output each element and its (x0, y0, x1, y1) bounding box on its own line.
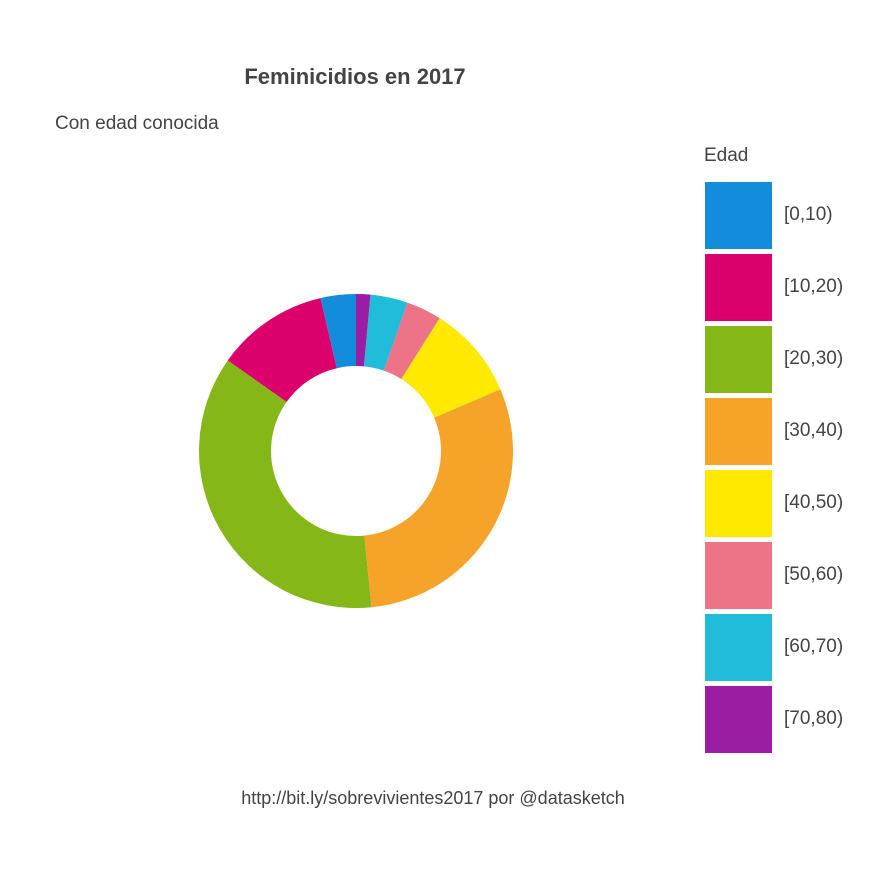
legend-swatch (705, 326, 772, 393)
legend-swatch (705, 398, 772, 465)
donut-slice (227, 298, 337, 403)
donut-slice (320, 294, 356, 369)
donut-slice (364, 389, 513, 608)
legend-swatch (705, 182, 772, 249)
donut-slice (401, 318, 501, 418)
chart-title: Feminicidios en 2017 (244, 64, 466, 89)
legend-label: [70,80) (784, 708, 844, 729)
legend-swatch (705, 614, 772, 681)
legend-item: [0,10) (705, 182, 885, 249)
legend-item: [70,80) (705, 686, 885, 753)
legend-item: [20,30) (705, 326, 885, 393)
legend-item: [10,20) (705, 254, 885, 321)
legend-label: [0,10) (784, 204, 833, 225)
legend-item: [40,50) (705, 470, 885, 537)
legend-swatch (705, 254, 772, 321)
legend-swatch (705, 542, 772, 609)
legend-swatch (705, 470, 772, 537)
legend-swatch (705, 686, 772, 753)
legend-item: [30,40) (705, 398, 885, 465)
donut-slice (199, 360, 372, 608)
legend-item: [60,70) (705, 614, 885, 681)
legend-label: [20,30) (784, 348, 844, 369)
donut-slice (356, 294, 371, 367)
legend-label: [40,50) (784, 492, 844, 513)
legend-label: [60,70) (784, 636, 844, 657)
legend-label: [50,60) (784, 564, 844, 585)
legend-label: [30,40) (784, 420, 844, 441)
donut-slice (363, 294, 408, 371)
chart-caption: http://bit.ly/sobrevivientes2017 por @da… (241, 788, 625, 808)
legend-label: [10,20) (784, 276, 844, 297)
legend-item: [50,60) (705, 542, 885, 609)
donut-slice (383, 302, 440, 380)
chart-subtitle: Con edad conocida (55, 113, 219, 134)
legend-title: Edad (704, 145, 749, 166)
